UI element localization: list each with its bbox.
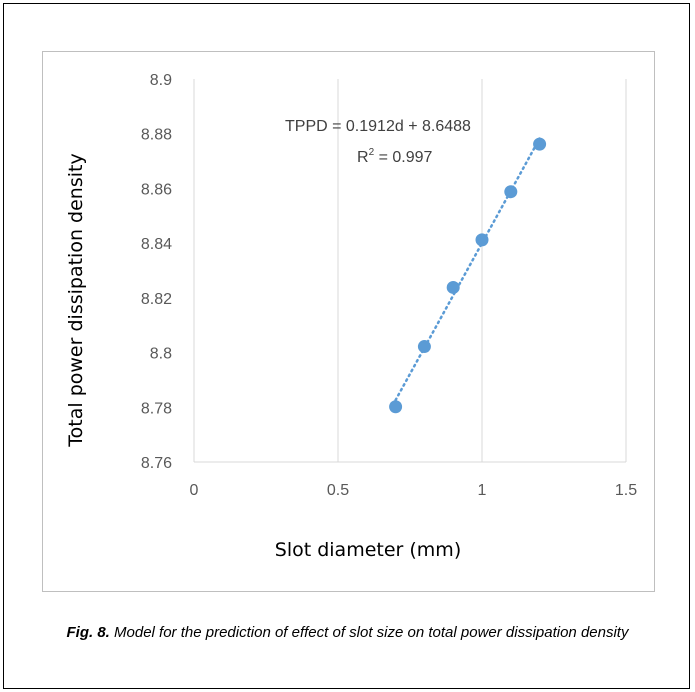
caption-label: Fig. 8. (66, 624, 110, 641)
y-axis-title: Total power dissipation density (65, 153, 87, 447)
y-tick-label: 8.78 (141, 400, 172, 417)
trendline (394, 137, 541, 402)
data-point (533, 137, 547, 151)
r-squared-value: = 0.997 (374, 149, 432, 166)
y-tick-label: 8.84 (141, 236, 172, 253)
r-squared-superscript: 2 (369, 147, 375, 158)
data-point (389, 400, 403, 414)
r-squared-symbol: R (357, 149, 369, 166)
y-tick-label: 8.82 (141, 291, 172, 308)
chart-area (42, 51, 655, 592)
r-squared-label: R2 = 0.997 (357, 147, 433, 166)
y-tick-label: 8.86 (141, 181, 172, 198)
caption-text: Model for the prediction of effect of sl… (109, 624, 629, 641)
figure-caption: Fig. 8. Model for the prediction of effe… (0, 622, 695, 643)
data-point (446, 280, 460, 294)
x-tick-label: 0.5 (327, 482, 349, 499)
data-point (504, 185, 518, 199)
x-axis-title: Slot diameter (mm) (275, 539, 461, 561)
y-tick-label: 8.76 (141, 455, 172, 472)
data-point (417, 340, 431, 354)
x-tick-label: 1 (478, 482, 487, 499)
x-tick-label: 1.5 (615, 482, 637, 499)
data-points (389, 137, 547, 414)
tick-labels: 0 0.5 1 1.5 8.76 8.78 8.8 8.82 8.84 8.86 8.88 8.9 (141, 72, 637, 499)
trendline-line (394, 137, 541, 402)
axes (193, 79, 626, 463)
x-tick-label: 0 (190, 482, 199, 499)
y-tick-label: 8.9 (150, 72, 172, 89)
data-point (475, 233, 489, 247)
y-tick-label: 8.88 (141, 127, 172, 144)
trendline-equation: TPPD = 0.1912d + 8.6488 (285, 118, 471, 135)
y-tick-label: 8.8 (150, 346, 172, 363)
gridlines (337, 79, 627, 462)
